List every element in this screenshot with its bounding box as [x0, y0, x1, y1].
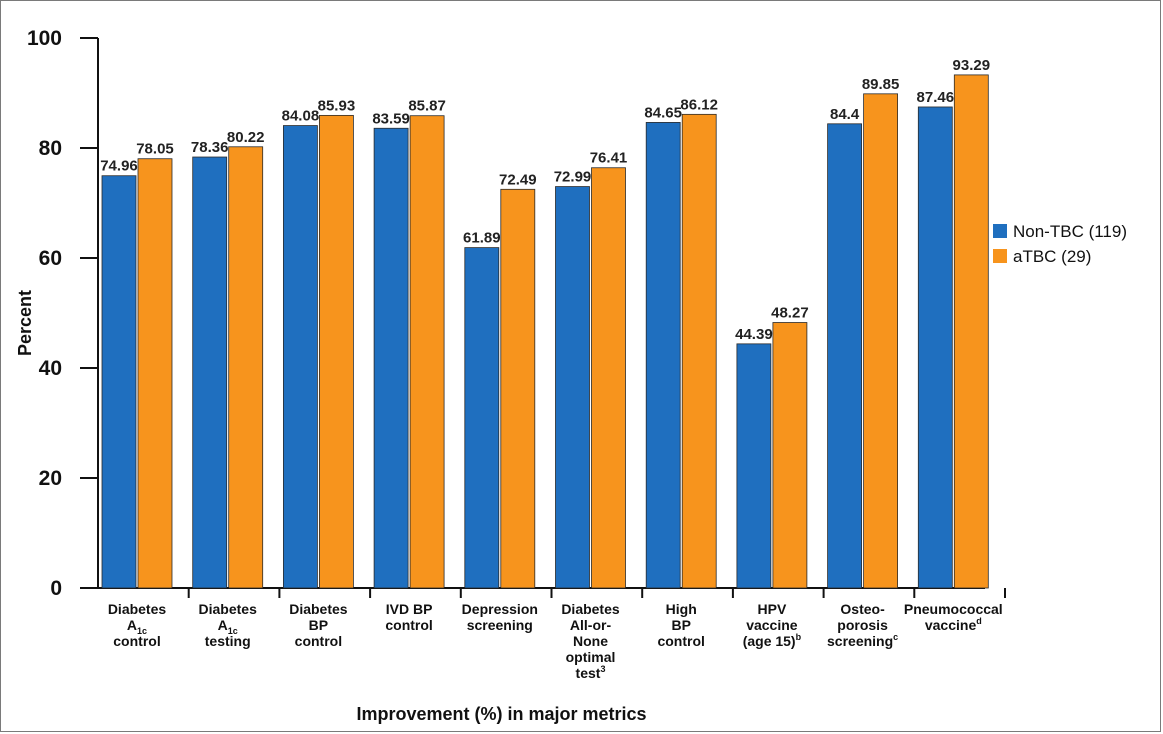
- y-tick-label-60: 60: [39, 247, 62, 270]
- category-label-1-line-0: Diabetes: [199, 601, 258, 617]
- value-label-non-tbc-9: 87.46: [917, 89, 955, 106]
- category-label-7-line-2: (age 15)b: [743, 632, 802, 649]
- bar-atbc-9: [953, 74, 989, 589]
- bar-non-tbc-9: [917, 106, 953, 589]
- value-label-atbc-2: 85.93: [318, 97, 356, 114]
- legend-swatch-1: [993, 249, 1007, 263]
- value-label-non-tbc-2: 84.08: [282, 108, 320, 125]
- value-label-atbc-5: 76.41: [590, 150, 628, 167]
- value-label-atbc-8: 89.85: [862, 76, 900, 93]
- category-label-2-line-0: Diabetes: [289, 601, 348, 617]
- value-label-non-tbc-0: 74.96: [100, 158, 138, 175]
- bar-non-tbc-1: [192, 156, 228, 589]
- category-label-5-line-3: optimal: [566, 649, 616, 665]
- bar-atbc-0: [137, 158, 173, 589]
- legend-label-0: Non-TBC (119): [1013, 222, 1127, 241]
- category-label-5-line-2: None: [573, 633, 608, 649]
- category-label-8-line-2: screeningc: [827, 632, 898, 649]
- value-label-atbc-1: 80.22: [227, 129, 265, 146]
- y-tick-label-80: 80: [39, 137, 62, 160]
- bar-non-tbc-4: [464, 247, 500, 589]
- category-label-6-line-2: control: [657, 633, 704, 649]
- y-tick-label-20: 20: [39, 467, 62, 490]
- bar-non-tbc-0: [101, 175, 137, 589]
- category-label-0-line-0: Diabetes: [108, 601, 167, 617]
- value-label-non-tbc-7: 44.39: [735, 326, 773, 343]
- bar-atbc-6: [681, 113, 717, 589]
- y-tick-label-40: 40: [39, 357, 62, 380]
- legend-label-1: aTBC (29): [1013, 247, 1091, 266]
- bar-non-tbc-6: [645, 122, 681, 589]
- bar-non-tbc-7: [736, 343, 772, 589]
- category-label-4-line-1: screening: [467, 617, 533, 633]
- category-label-6-line-0: High: [666, 601, 697, 617]
- value-label-atbc-9: 93.29: [953, 57, 991, 74]
- category-label-2-line-2: control: [295, 633, 342, 649]
- category-label-9-line-1: vaccined: [925, 616, 982, 633]
- value-label-non-tbc-6: 84.65: [644, 104, 682, 121]
- category-label-2-line-1: BP: [309, 617, 328, 633]
- category-label-5-line-1: All-or-: [570, 617, 612, 633]
- bar-atbc-2: [318, 114, 354, 589]
- value-label-non-tbc-3: 83.59: [372, 110, 410, 127]
- category-label-3-line-1: control: [385, 617, 432, 633]
- bar-non-tbc-8: [827, 123, 862, 589]
- category-label-8-line-0: Osteo-: [840, 601, 885, 617]
- category-label-0-line-1: A1c: [127, 617, 147, 636]
- bar-non-tbc-2: [282, 125, 318, 589]
- category-label-1-line-2: testing: [205, 633, 251, 649]
- bar-non-tbc-5: [555, 186, 590, 589]
- category-label-8-line-1: porosis: [837, 617, 888, 633]
- bar-atbc-5: [591, 167, 626, 589]
- bar-non-tbc-3: [373, 127, 409, 589]
- bar-atbc-3: [409, 115, 445, 589]
- value-label-atbc-0: 78.05: [136, 141, 174, 158]
- bar-atbc-4: [500, 188, 536, 589]
- value-label-atbc-7: 48.27: [771, 305, 809, 322]
- value-label-atbc-4: 72.49: [499, 171, 537, 188]
- legend-swatch-0: [993, 224, 1007, 238]
- category-label-5-line-4: test3: [576, 664, 606, 681]
- x-axis-title: Improvement (%) in major metrics: [356, 704, 646, 724]
- y-axis-title: Percent: [15, 290, 35, 356]
- value-label-atbc-6: 86.12: [680, 96, 718, 113]
- value-label-non-tbc-8: 84.4: [830, 106, 860, 123]
- category-label-7-line-0: HPV: [758, 601, 787, 617]
- category-label-3-line-0: IVD BP: [386, 601, 433, 617]
- bar-atbc-1: [228, 146, 264, 589]
- y-tick-label-100: 100: [27, 27, 62, 50]
- bar-atbc-8: [863, 93, 898, 589]
- value-label-non-tbc-5: 72.99: [554, 169, 592, 186]
- category-label-7-line-1: vaccine: [746, 617, 798, 633]
- value-label-atbc-3: 85.87: [408, 98, 446, 115]
- category-label-4-line-0: Depression: [462, 601, 538, 617]
- category-label-5-line-0: Diabetes: [561, 601, 620, 617]
- category-label-1-line-1: A1c: [218, 617, 238, 636]
- category-label-0-line-2: control: [113, 633, 160, 649]
- bar-atbc-7: [772, 322, 808, 589]
- category-label-9-line-0: Pneumococcal: [904, 601, 1003, 617]
- value-label-non-tbc-4: 61.89: [463, 230, 501, 247]
- category-label-6-line-1: BP: [671, 617, 690, 633]
- value-label-non-tbc-1: 78.36: [191, 139, 229, 156]
- y-tick-label-0: 0: [50, 577, 62, 600]
